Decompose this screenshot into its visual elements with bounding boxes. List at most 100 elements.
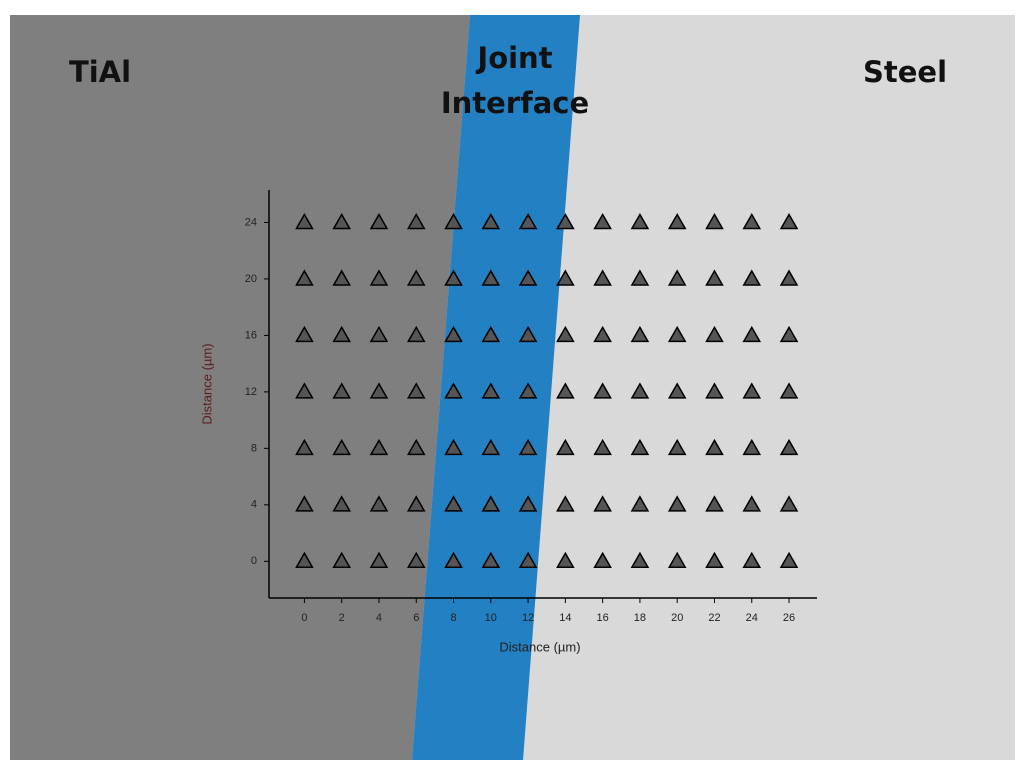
point <box>369 212 389 230</box>
point <box>742 438 762 456</box>
point <box>369 325 389 343</box>
point <box>444 495 463 512</box>
point <box>295 269 314 286</box>
point <box>593 438 612 456</box>
tial-region <box>10 15 470 760</box>
x-axis-label: Distance (µm) <box>499 639 580 654</box>
point <box>742 212 762 230</box>
point <box>556 438 575 456</box>
point <box>444 212 463 230</box>
point <box>444 269 463 286</box>
y-tick-label: 12 <box>245 386 257 398</box>
point <box>630 325 650 343</box>
point <box>406 382 426 399</box>
point <box>481 551 501 569</box>
point <box>295 212 314 230</box>
point <box>779 495 799 512</box>
point <box>667 269 687 286</box>
point <box>369 438 389 456</box>
point <box>630 551 650 569</box>
joint-label: Joint Interface <box>440 41 590 120</box>
point <box>518 382 538 399</box>
point <box>481 325 501 343</box>
point <box>369 382 389 399</box>
point <box>556 382 575 399</box>
point <box>705 212 724 230</box>
point <box>295 325 314 343</box>
x-tick-label: 14 <box>559 612 571 624</box>
point <box>369 269 389 286</box>
point <box>742 551 762 569</box>
point <box>295 495 314 512</box>
point <box>332 495 351 512</box>
point <box>481 495 501 512</box>
point <box>593 325 612 343</box>
point <box>518 438 538 456</box>
point <box>742 382 762 399</box>
y-tick-label: 8 <box>251 442 257 454</box>
x-tick-label: 22 <box>708 612 720 624</box>
point <box>332 269 351 286</box>
point <box>705 325 724 343</box>
point <box>593 212 612 230</box>
point <box>630 495 650 512</box>
point <box>332 551 351 569</box>
point <box>481 212 501 230</box>
point <box>406 325 426 343</box>
point <box>332 212 351 230</box>
point <box>630 382 650 399</box>
point <box>518 551 538 569</box>
point <box>518 495 538 512</box>
point <box>369 551 389 569</box>
x-tick-label: 4 <box>376 612 382 624</box>
point <box>593 382 612 399</box>
tial-label: TiAl <box>68 55 132 89</box>
point <box>406 551 426 569</box>
point <box>556 212 575 230</box>
point <box>593 495 612 512</box>
y-tick-label: 0 <box>251 555 257 567</box>
x-tick-label: 0 <box>301 612 307 624</box>
point <box>332 438 351 456</box>
x-tick-label: 8 <box>450 612 456 624</box>
x-tick-label: 26 <box>783 612 795 624</box>
point <box>406 495 426 512</box>
point <box>705 382 724 399</box>
joint-band <box>412 15 580 760</box>
point <box>406 212 426 230</box>
point <box>667 438 687 456</box>
point <box>556 495 575 512</box>
point <box>444 382 463 399</box>
point <box>742 495 762 512</box>
point <box>518 212 538 230</box>
x-tick-label: 12 <box>522 612 534 624</box>
point <box>295 551 314 569</box>
point <box>369 495 389 512</box>
point <box>779 269 799 286</box>
x-tick-label: 24 <box>746 612 758 624</box>
point <box>705 551 724 569</box>
x-tick-label: 10 <box>485 612 497 624</box>
x-tick-label: 20 <box>671 612 683 624</box>
point <box>481 269 501 286</box>
point <box>295 438 314 456</box>
point <box>630 269 650 286</box>
y-tick-label: 20 <box>245 273 257 285</box>
point <box>705 438 724 456</box>
point <box>779 438 799 456</box>
point <box>406 269 426 286</box>
point <box>332 325 351 343</box>
y-axis-label: Distance (µm) <box>199 343 214 424</box>
point <box>667 325 687 343</box>
point <box>779 551 799 569</box>
point <box>593 551 612 569</box>
point <box>705 269 724 286</box>
x-tick-label: 6 <box>413 612 419 624</box>
point <box>481 382 501 399</box>
x-tick-label: 2 <box>339 612 345 624</box>
y-tick-label: 24 <box>245 216 257 228</box>
point <box>630 212 650 230</box>
x-tick-label: 18 <box>634 612 646 624</box>
